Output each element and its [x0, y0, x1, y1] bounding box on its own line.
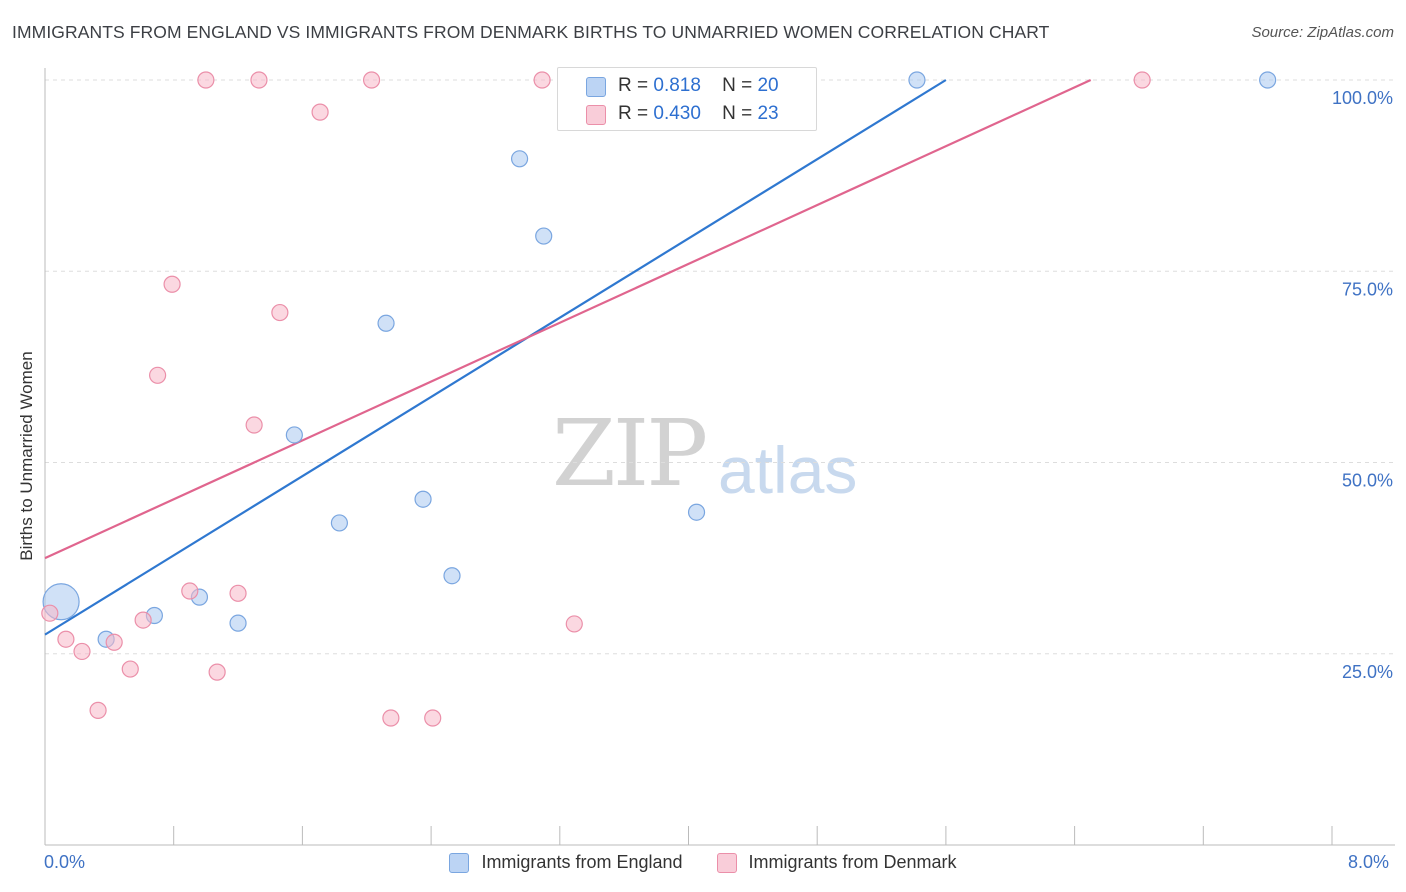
data-points	[41, 71, 1277, 727]
data-point-denmark	[121, 660, 139, 678]
data-point-denmark	[134, 611, 152, 629]
legend-swatch-denmark	[716, 852, 737, 873]
legend-swatch-england	[449, 852, 470, 873]
r-label: R =	[618, 75, 649, 96]
data-point-denmark	[565, 615, 583, 633]
data-point-denmark	[424, 709, 442, 727]
legend-item-england[interactable]: Immigrants from England	[449, 852, 683, 873]
stats-text-england: R = 0.818 N = 20	[618, 75, 779, 97]
data-point-england	[229, 614, 247, 632]
trend-line-denmark	[44, 78, 1092, 560]
y-tick-label: 75.0%	[1342, 279, 1393, 299]
n-label: N =	[722, 75, 753, 96]
y-tick-label: 25.0%	[1342, 662, 1393, 682]
data-point-denmark	[149, 366, 167, 384]
data-point-denmark	[1133, 71, 1151, 89]
r-label: R =	[618, 103, 649, 124]
data-point-england	[687, 503, 706, 521]
n-value-denmark: 23	[757, 103, 779, 124]
data-point-denmark	[89, 701, 107, 719]
data-point-england	[285, 426, 303, 444]
y-tick-label: 100.0%	[1332, 88, 1393, 108]
stats-box: R = 0.818 N = 20 R = 0.430 N = 23	[557, 67, 817, 131]
trend-line-england	[44, 79, 947, 636]
data-point-england	[330, 514, 349, 532]
watermark-zip: ZIP	[552, 400, 708, 507]
data-point-denmark	[245, 416, 263, 434]
stats-swatch-england	[586, 77, 606, 97]
watermark-atlas: atlas	[718, 433, 858, 507]
x-tick-min: 0.0%	[44, 852, 86, 872]
x-tick-max: 8.0%	[1348, 852, 1390, 872]
data-point-denmark	[229, 584, 247, 602]
y-axis-label: Births to Unmarried Women	[17, 351, 36, 561]
data-point-denmark	[382, 709, 400, 727]
data-point-denmark	[271, 303, 289, 322]
data-point-england	[535, 227, 553, 245]
stats-text-denmark: R = 0.430 N = 23	[618, 103, 779, 125]
data-point-denmark	[311, 103, 329, 121]
data-point-denmark	[73, 642, 91, 661]
stats-row-denmark: R = 0.430 N = 23	[558, 100, 816, 128]
data-point-england	[377, 314, 395, 332]
data-point-england	[510, 150, 529, 168]
data-point-denmark	[208, 663, 226, 681]
data-point-denmark	[181, 582, 199, 600]
y-tick-labels: 25.0% 50.0% 75.0% 100.0%	[1332, 88, 1393, 682]
data-point-denmark	[362, 71, 381, 89]
data-point-england	[908, 71, 926, 89]
stats-row-england: R = 0.818 N = 20	[558, 72, 816, 100]
data-point-denmark	[533, 71, 551, 89]
stats-swatch-denmark	[586, 105, 606, 125]
data-point-denmark	[57, 630, 75, 648]
source-label: Source: ZipAtlas.com	[1251, 24, 1394, 41]
n-label: N =	[722, 103, 753, 124]
trend-lines	[44, 78, 1092, 636]
data-point-england	[443, 567, 461, 585]
chart-title: IMMIGRANTS FROM ENGLAND VS IMMIGRANTS FR…	[12, 22, 1050, 42]
data-point-denmark	[41, 604, 59, 622]
data-point-denmark	[105, 633, 123, 651]
r-value-denmark: 0.430	[653, 103, 701, 124]
data-point-england	[1259, 71, 1277, 89]
legend-item-denmark[interactable]: Immigrants from Denmark	[716, 852, 957, 873]
n-value-england: 20	[757, 75, 779, 96]
data-point-denmark	[163, 275, 181, 293]
legend: Immigrants from England Immigrants from …	[0, 852, 1406, 873]
data-point-denmark	[250, 71, 268, 89]
grid-lines	[45, 79, 1395, 655]
axes	[44, 68, 1395, 846]
data-point-england	[414, 490, 432, 508]
y-tick-label: 50.0%	[1342, 471, 1393, 491]
data-point-denmark	[197, 71, 215, 89]
legend-label-denmark: Immigrants from Denmark	[748, 852, 957, 872]
r-value-england: 0.818	[653, 75, 701, 96]
legend-label-england: Immigrants from England	[481, 852, 683, 872]
